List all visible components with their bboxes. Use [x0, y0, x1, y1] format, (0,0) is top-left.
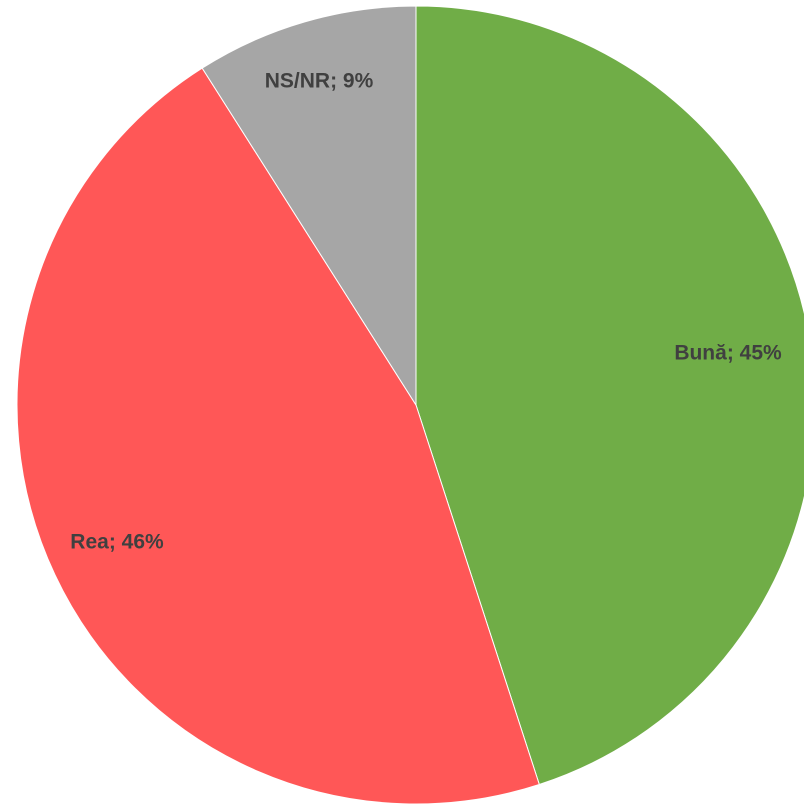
- pie-slice-rea: [16, 67, 540, 805]
- pie-label-ns-nr: NS/NR; 9%: [265, 70, 374, 93]
- pie-label-rea: Rea; 46%: [70, 531, 164, 554]
- pie-slice-ns-nr: [201, 5, 417, 407]
- pie-slice-bun-: [415, 5, 804, 786]
- pie-labels: Bună; 45% Rea; 46% NS/NR; 9%: [70, 70, 782, 554]
- pie-label-bun-: Bună; 45%: [674, 342, 782, 365]
- pie-slices: [16, 5, 804, 805]
